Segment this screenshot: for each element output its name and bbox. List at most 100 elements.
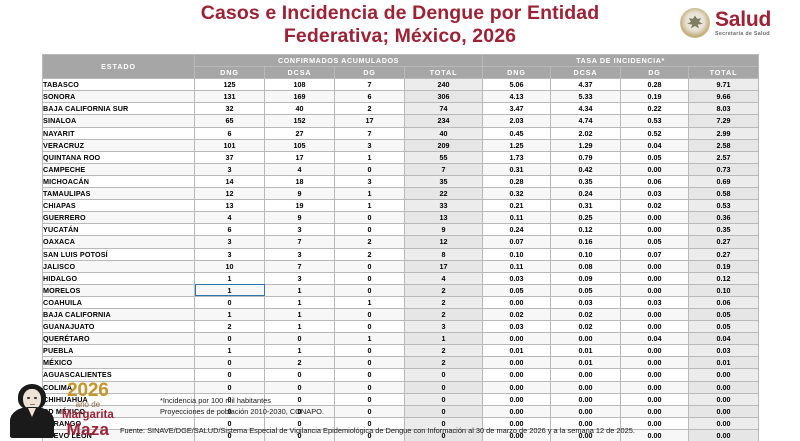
cell-c-total[interactable]: 17: [403, 259, 484, 273]
cell-c-dg[interactable]: 7: [334, 78, 405, 92]
cell-t-total[interactable]: 0.19: [688, 259, 760, 273]
cell-t-dng[interactable]: 0.32: [482, 187, 552, 201]
cell-t-dg[interactable]: 0.22: [620, 102, 690, 116]
cell-c-dg[interactable]: 0: [334, 320, 405, 334]
cell-c-total[interactable]: 0: [403, 416, 484, 430]
cell-t-dng[interactable]: 0.00: [482, 368, 552, 382]
cell-t-dcsa[interactable]: 4.74: [550, 114, 622, 128]
cell-t-dng[interactable]: 2.03: [482, 114, 552, 128]
cell-c-dg[interactable]: 0: [334, 283, 405, 297]
cell-t-dcsa[interactable]: 0.01: [550, 344, 622, 358]
cell-c-dg[interactable]: 3: [334, 138, 405, 152]
cell-c-dng[interactable]: 14: [194, 174, 265, 189]
cell-t-dg[interactable]: 0.52: [620, 126, 690, 140]
cell-c-dng[interactable]: 1: [194, 344, 265, 358]
row-state-name[interactable]: JALISCO: [42, 259, 195, 273]
cell-t-dg[interactable]: 0.04: [620, 138, 690, 152]
cell-t-total[interactable]: 0.69: [688, 174, 760, 189]
cell-c-total[interactable]: 4: [403, 271, 484, 285]
cell-c-dcsa[interactable]: 4: [264, 162, 335, 176]
cell-c-dng[interactable]: 0: [194, 332, 265, 346]
table-row[interactable]: GUANAJUATO 2 1 0 3 0.03 0.02 0.00 0.05: [42, 320, 760, 334]
cell-t-dcsa[interactable]: 0.42: [550, 162, 622, 176]
cell-c-dg[interactable]: 0: [334, 211, 405, 225]
cell-t-dcsa[interactable]: 0.09: [550, 271, 622, 285]
cell-c-dg[interactable]: 2: [334, 235, 405, 249]
cell-c-dg[interactable]: 0: [334, 259, 405, 273]
row-state-name[interactable]: OAXACA: [42, 235, 195, 249]
cell-t-dng[interactable]: 0.01: [482, 344, 552, 358]
cell-t-total[interactable]: 0.00: [688, 380, 760, 394]
table-row[interactable]: TAMAULIPAS 12 9 1 22 0.32 0.24 0.03 0.58: [42, 187, 760, 201]
table-row[interactable]: MORELOS 1 1 0 2 0.05 0.05 0.00 0.10: [42, 283, 760, 297]
row-state-name[interactable]: HIDALGO: [42, 271, 195, 285]
cell-t-dg[interactable]: 0.00: [620, 259, 690, 273]
cell-t-total[interactable]: 9.71: [688, 78, 760, 92]
row-state-name[interactable]: MORELOS: [42, 283, 195, 297]
cell-t-dcsa[interactable]: 0.25: [550, 211, 622, 225]
cell-c-total[interactable]: 74: [403, 102, 484, 116]
cell-t-dng[interactable]: 0.21: [482, 199, 552, 213]
row-state-name[interactable]: MÉXICO: [42, 356, 195, 370]
cell-t-dg[interactable]: 0.00: [620, 211, 690, 225]
cell-t-dcsa[interactable]: 0.05: [550, 283, 622, 297]
row-state-name[interactable]: CAMPECHE: [42, 162, 195, 176]
cell-t-dng[interactable]: 0.10: [482, 247, 552, 261]
table-row[interactable]: CHIAPAS 13 19 1 33 0.21 0.31 0.02 0.53: [42, 199, 760, 213]
cell-t-dcsa[interactable]: 0.00: [550, 368, 622, 382]
table-row[interactable]: QUINTANA ROO 37 17 1 55 1.73 0.79 0.05 2.57: [42, 150, 760, 164]
cell-t-dcsa[interactable]: 0.00: [550, 392, 622, 406]
table-row[interactable]: DURANGO 0 0 0 0 0.00 0.00 0.00 0.00: [42, 416, 760, 430]
cell-t-total[interactable]: 0.00: [688, 428, 760, 441]
cell-c-dng[interactable]: 3: [194, 162, 265, 176]
cell-c-dng[interactable]: 4: [194, 211, 265, 225]
cell-c-dng[interactable]: 1: [194, 307, 265, 322]
cell-t-dng[interactable]: 0.05: [482, 283, 552, 297]
cell-t-total[interactable]: 7.29: [688, 114, 760, 128]
cell-c-dcsa[interactable]: 3: [264, 271, 335, 285]
table-row[interactable]: MICHOACÁN 14 18 3 35 0.28 0.35 0.06 0.69: [42, 174, 760, 189]
cell-c-dcsa[interactable]: 0: [264, 332, 335, 346]
cell-c-dcsa[interactable]: 152: [264, 114, 335, 128]
cell-c-total[interactable]: 3: [403, 320, 484, 334]
cell-t-total[interactable]: 0.58: [688, 187, 760, 201]
row-state-name[interactable]: QUERÉTARO: [42, 332, 195, 346]
cell-t-dng[interactable]: 0.00: [482, 295, 552, 309]
cell-c-dng[interactable]: 0: [194, 392, 265, 406]
cell-c-dng[interactable]: 6: [194, 126, 265, 140]
cell-t-dcsa[interactable]: 0.01: [550, 356, 622, 370]
row-state-name[interactable]: CHIAPAS: [42, 199, 195, 213]
cell-c-dng[interactable]: 37: [194, 150, 265, 164]
cell-c-dng[interactable]: 0: [194, 404, 265, 418]
cell-c-dcsa[interactable]: 0: [264, 368, 335, 382]
table-row[interactable]: BAJA CALIFORNIA SUR 32 40 2 74 3.47 4.34 0.22 8.…: [42, 102, 760, 116]
cell-t-dg[interactable]: 0.05: [620, 150, 690, 164]
cell-c-dg[interactable]: 0: [334, 404, 405, 418]
cell-c-dng[interactable]: 3: [194, 247, 265, 261]
cell-c-total[interactable]: 12: [403, 235, 484, 249]
table-row[interactable]: TABASCO 125 108 7 240 5.06 4.37 0.28 9.71: [42, 78, 760, 92]
cell-t-dcsa[interactable]: 0.00: [550, 332, 622, 346]
cell-c-total[interactable]: 2: [403, 307, 484, 322]
table-row[interactable]: SAN LUIS POTOSÍ 3 3 2 8 0.10 0.10 0.07 0.27: [42, 247, 760, 261]
cell-c-dg[interactable]: 17: [334, 114, 405, 128]
cell-c-dg[interactable]: 1: [334, 187, 405, 201]
cell-t-dg[interactable]: 0.00: [620, 320, 690, 334]
cell-c-dg[interactable]: 0: [334, 368, 405, 382]
cell-t-dg[interactable]: 0.00: [620, 307, 690, 322]
cell-c-dg[interactable]: 6: [334, 90, 405, 104]
cell-c-dg[interactable]: 7: [334, 126, 405, 140]
cell-c-dg[interactable]: 1: [334, 332, 405, 346]
cell-t-dcsa[interactable]: 0.03: [550, 295, 622, 309]
cell-t-dng[interactable]: 0.00: [482, 392, 552, 406]
table-row[interactable]: QUERÉTARO 0 0 1 1 0.00 0.00 0.04 0.04: [42, 332, 760, 346]
cell-c-dng[interactable]: 12: [194, 187, 265, 201]
cell-c-dg[interactable]: 0: [334, 223, 405, 237]
cell-t-dg[interactable]: 0.00: [620, 380, 690, 394]
cell-t-dg[interactable]: 0.00: [620, 162, 690, 176]
cell-t-dg[interactable]: 0.00: [620, 271, 690, 285]
cell-c-dng[interactable]: 131: [194, 90, 265, 104]
cell-c-dg[interactable]: 1: [334, 150, 405, 164]
cell-c-dng[interactable]: 32: [194, 102, 265, 116]
row-state-name[interactable]: NAYARIT: [42, 126, 195, 140]
